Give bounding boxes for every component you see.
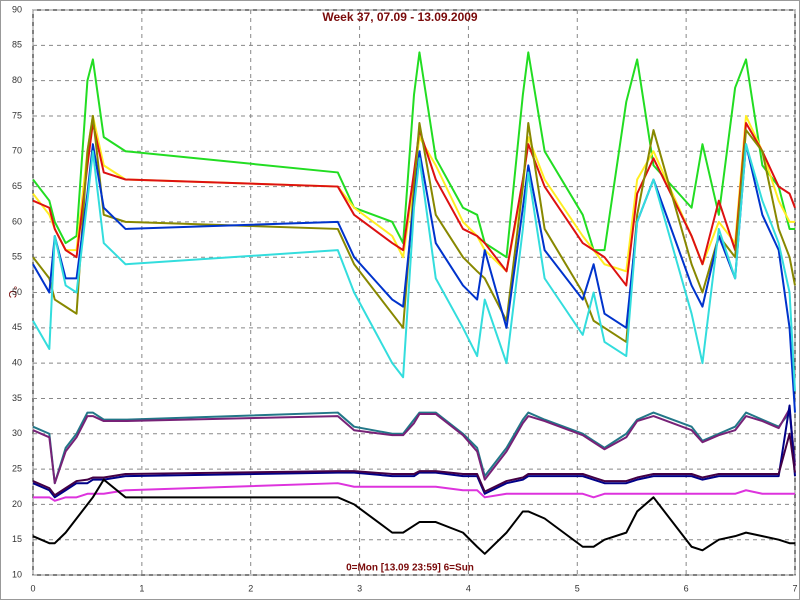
x-tick-label: 2 [248, 583, 253, 593]
chart-title: Week 37, 07.09 - 13.09.2009 [322, 10, 478, 24]
x-axis-label: 0=Mon [13.09 23:59] 6=Sun [346, 563, 474, 574]
y-tick-label: 80 [12, 75, 22, 85]
x-tick-label: 7 [792, 583, 797, 593]
y-tick-label: 30 [12, 428, 22, 438]
y-tick-label: 90 [12, 4, 22, 14]
x-tick-label: 5 [575, 583, 580, 593]
y-tick-label: 25 [12, 463, 22, 473]
x-tick-label: 4 [466, 583, 471, 593]
x-tick-label: 0 [30, 583, 35, 593]
series-line [32, 478, 795, 555]
series-line [32, 432, 796, 497]
series-line [32, 404, 796, 499]
series-line [32, 143, 796, 392]
y-tick-label: 50 [12, 287, 22, 297]
series-line [32, 51, 795, 259]
series-line [32, 408, 796, 485]
y-tick-label: 10 [12, 569, 22, 579]
y-tick-label: 45 [12, 322, 22, 332]
x-tick-label: 3 [357, 583, 362, 593]
y-tick-label: 65 [12, 181, 22, 191]
y-tick-label: 75 [12, 110, 22, 120]
y-tick-label: 85 [12, 40, 22, 50]
y-tick-label: 60 [12, 216, 22, 226]
y-tick-label: 40 [12, 358, 22, 368]
x-tick-label: 1 [139, 583, 144, 593]
y-tick-label: 55 [12, 252, 22, 262]
series-line [32, 411, 796, 485]
y-tick-label: 35 [12, 393, 22, 403]
y-tick-label: 15 [12, 534, 22, 544]
y-tick-label: 70 [12, 146, 22, 156]
y-axis-label: °C [6, 286, 18, 298]
series-lines [32, 51, 796, 555]
x-tick-label: 6 [684, 583, 689, 593]
y-tick-label: 20 [12, 499, 22, 509]
